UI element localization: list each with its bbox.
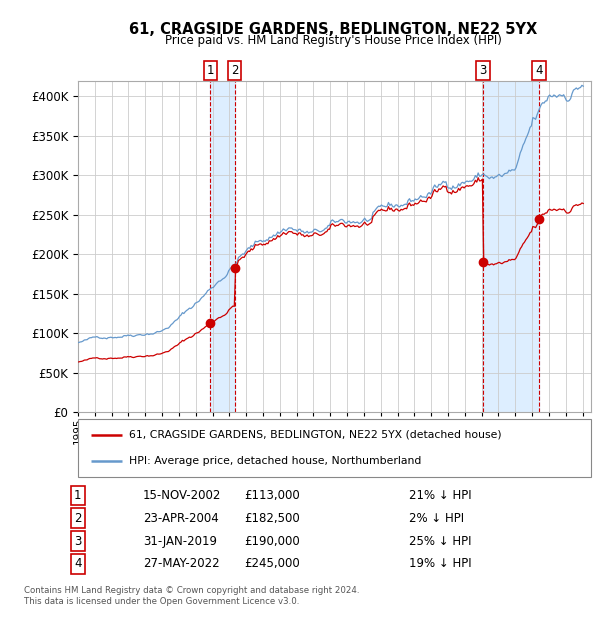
Text: 3: 3: [74, 534, 82, 547]
Text: 2: 2: [231, 64, 238, 78]
Text: 1: 1: [207, 64, 214, 78]
Text: 1: 1: [74, 489, 82, 502]
Text: 15-NOV-2002: 15-NOV-2002: [143, 489, 221, 502]
Text: HPI: Average price, detached house, Northumberland: HPI: Average price, detached house, Nort…: [130, 456, 422, 466]
Text: 21% ↓ HPI: 21% ↓ HPI: [409, 489, 472, 502]
Text: This data is licensed under the Open Government Licence v3.0.: This data is licensed under the Open Gov…: [24, 597, 299, 606]
Text: 31-JAN-2019: 31-JAN-2019: [143, 534, 217, 547]
Text: £113,000: £113,000: [245, 489, 301, 502]
Text: 2: 2: [74, 512, 82, 525]
Text: 4: 4: [535, 64, 542, 78]
Text: 2% ↓ HPI: 2% ↓ HPI: [409, 512, 464, 525]
Text: 27-MAY-2022: 27-MAY-2022: [143, 557, 220, 570]
Text: 4: 4: [74, 557, 82, 570]
Text: Price paid vs. HM Land Registry's House Price Index (HPI): Price paid vs. HM Land Registry's House …: [164, 34, 502, 47]
Text: 3: 3: [479, 64, 487, 78]
Bar: [211, 81, 235, 412]
Text: £182,500: £182,500: [245, 512, 301, 525]
FancyBboxPatch shape: [78, 418, 591, 477]
Text: £245,000: £245,000: [245, 557, 301, 570]
Bar: [483, 81, 539, 412]
Text: Contains HM Land Registry data © Crown copyright and database right 2024.: Contains HM Land Registry data © Crown c…: [24, 586, 359, 595]
Text: 61, CRAGSIDE GARDENS, BEDLINGTON, NE22 5YX: 61, CRAGSIDE GARDENS, BEDLINGTON, NE22 5…: [129, 22, 537, 37]
Text: 61, CRAGSIDE GARDENS, BEDLINGTON, NE22 5YX (detached house): 61, CRAGSIDE GARDENS, BEDLINGTON, NE22 5…: [130, 430, 502, 440]
Text: 19% ↓ HPI: 19% ↓ HPI: [409, 557, 472, 570]
Text: £190,000: £190,000: [245, 534, 301, 547]
Text: 25% ↓ HPI: 25% ↓ HPI: [409, 534, 472, 547]
Text: 23-APR-2004: 23-APR-2004: [143, 512, 219, 525]
